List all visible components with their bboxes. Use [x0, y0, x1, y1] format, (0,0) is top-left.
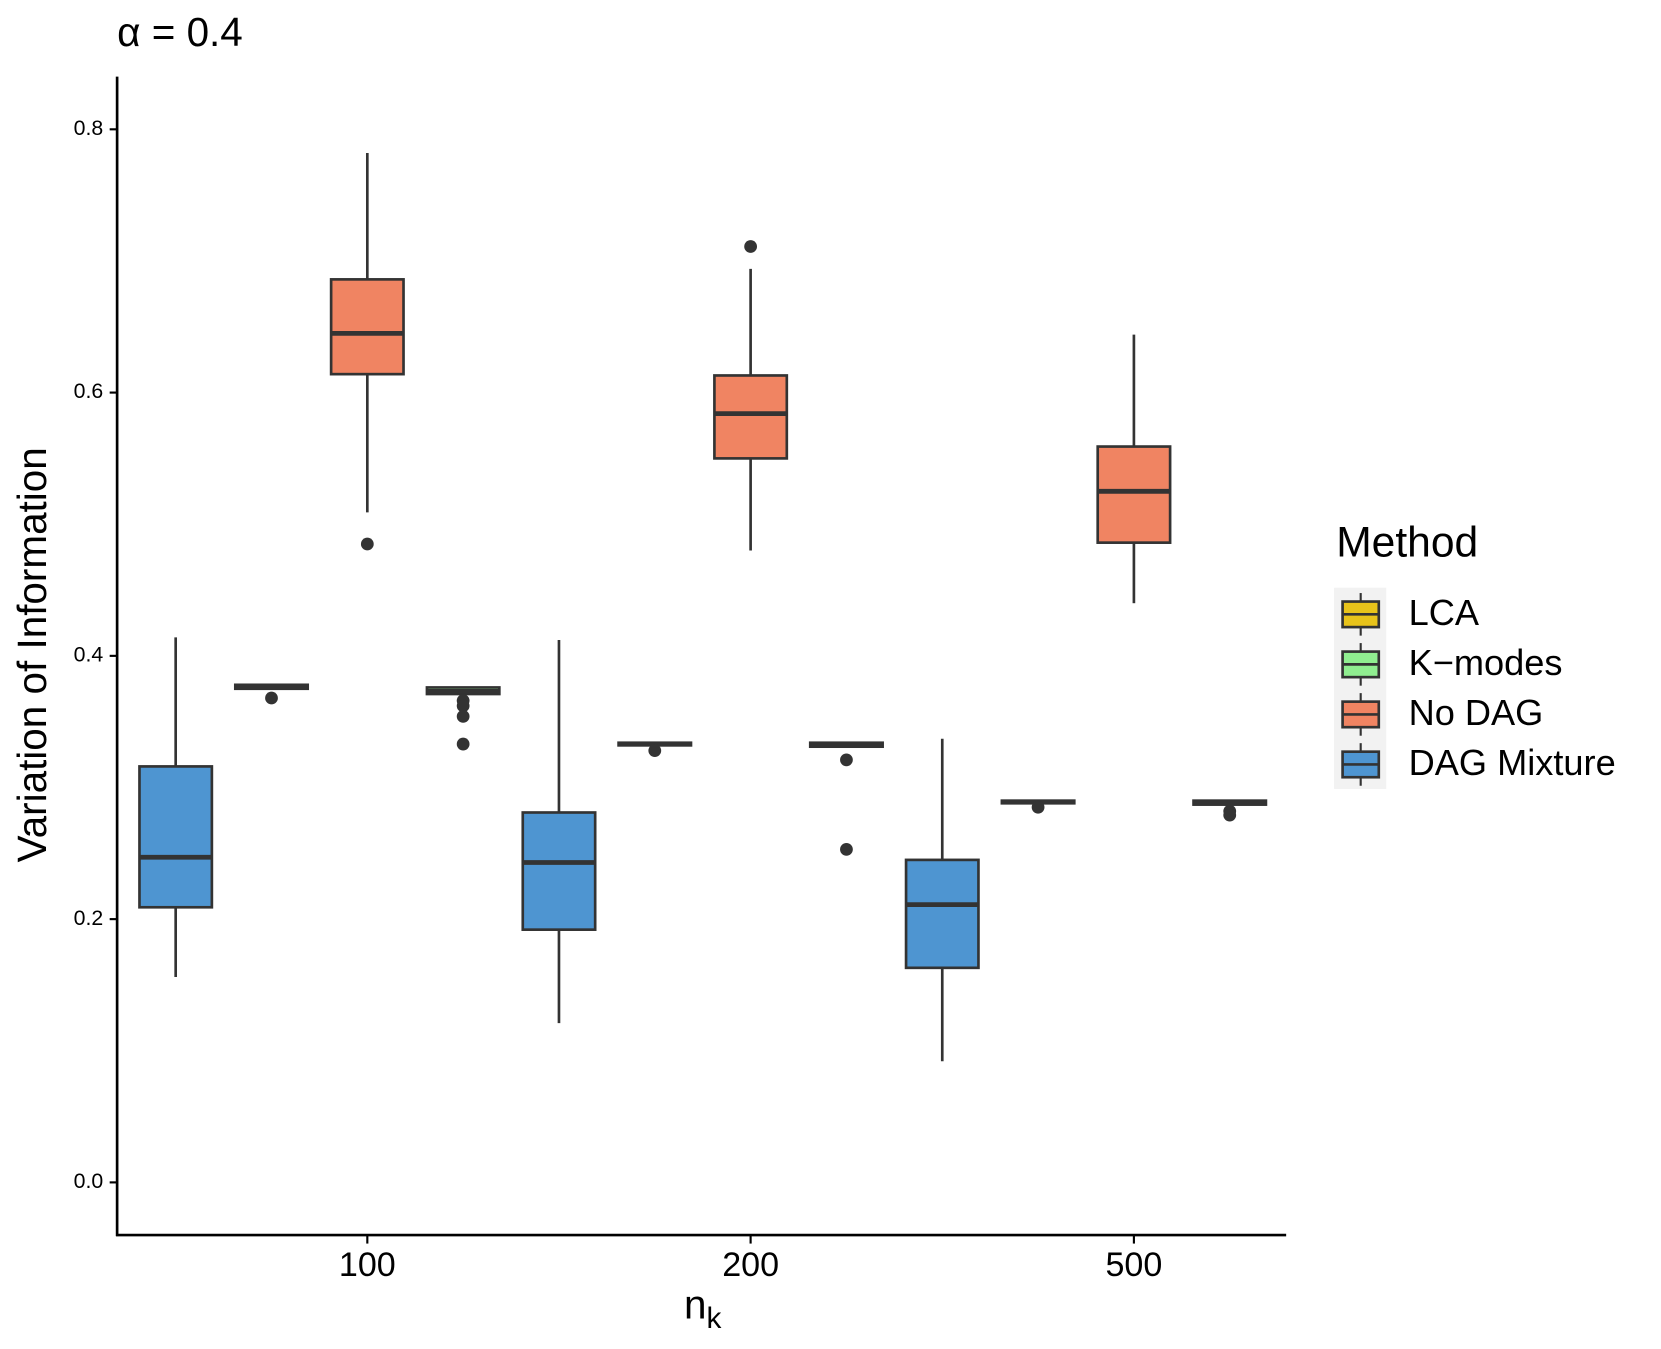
- box: [904, 858, 980, 970]
- outlier: [744, 240, 758, 253]
- box: [1096, 445, 1172, 544]
- outlier: [840, 842, 853, 856]
- x-tick-label: 500: [1105, 1246, 1162, 1284]
- outlier: [456, 699, 470, 713]
- legend-label: No DAG: [1409, 692, 1544, 733]
- outlier: [1031, 800, 1045, 814]
- x-axis-label: nk: [684, 1281, 722, 1335]
- outlier: [360, 537, 374, 551]
- legend-label: DAG Mixture: [1409, 742, 1616, 783]
- x-axis-label-main: n: [684, 1281, 707, 1327]
- outlier: [648, 744, 662, 758]
- box: [713, 374, 789, 460]
- box: [521, 811, 597, 931]
- y-tick-label: 0.6: [74, 379, 104, 403]
- legend-label: LCA: [1409, 592, 1480, 633]
- outlier: [456, 737, 470, 751]
- y-tick-label: 0.0: [74, 1169, 104, 1193]
- plot-root: α = 0.4 Variation of Information nk Meth…: [9, 9, 1616, 1335]
- outlier: [265, 691, 278, 705]
- box: [329, 278, 405, 376]
- x-tick-label: 100: [339, 1246, 396, 1284]
- outlier: [1223, 808, 1237, 822]
- outlier: [840, 753, 853, 767]
- y-tick-label: 0.4: [74, 642, 104, 666]
- chart-title: α = 0.4: [117, 9, 243, 55]
- y-tick-label: 0.2: [74, 906, 104, 930]
- x-axis-label-sub: k: [706, 1302, 721, 1335]
- legend-title: Method: [1336, 518, 1478, 566]
- y-axis-label: Variation of Information: [9, 447, 55, 862]
- y-tick-label: 0.8: [74, 116, 104, 140]
- legend-label: K−modes: [1409, 642, 1563, 683]
- box: [138, 765, 214, 909]
- x-tick-label: 200: [722, 1246, 779, 1284]
- outlier: [456, 710, 470, 723]
